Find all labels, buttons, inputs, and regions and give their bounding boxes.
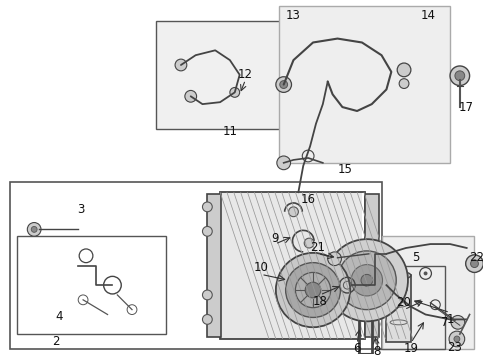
Text: 2: 2 bbox=[52, 336, 60, 348]
Circle shape bbox=[202, 226, 212, 236]
Text: 16: 16 bbox=[300, 193, 315, 206]
Circle shape bbox=[276, 156, 290, 170]
Bar bbox=[376, 266, 444, 349]
Bar bbox=[156, 21, 307, 129]
Text: 21: 21 bbox=[310, 242, 325, 255]
Text: 7: 7 bbox=[441, 316, 448, 329]
Text: 8: 8 bbox=[372, 345, 380, 358]
Text: 3: 3 bbox=[77, 203, 84, 216]
Text: 19: 19 bbox=[403, 342, 418, 355]
Text: 20: 20 bbox=[396, 296, 410, 309]
Text: 11: 11 bbox=[222, 125, 237, 138]
Text: 6: 6 bbox=[353, 342, 360, 355]
Circle shape bbox=[448, 331, 464, 347]
Circle shape bbox=[454, 71, 464, 81]
Bar bbox=[17, 236, 166, 334]
Circle shape bbox=[465, 255, 482, 273]
Circle shape bbox=[279, 81, 287, 89]
Text: 12: 12 bbox=[238, 68, 252, 81]
Text: 17: 17 bbox=[458, 100, 473, 113]
Circle shape bbox=[337, 251, 395, 310]
Text: 9: 9 bbox=[270, 232, 278, 245]
Circle shape bbox=[202, 290, 212, 300]
Bar bbox=[10, 183, 381, 349]
Text: 4: 4 bbox=[56, 310, 63, 323]
Text: 10: 10 bbox=[253, 261, 268, 274]
Circle shape bbox=[450, 315, 464, 329]
Ellipse shape bbox=[386, 271, 410, 279]
Text: 15: 15 bbox=[337, 163, 352, 176]
Text: 13: 13 bbox=[285, 9, 300, 22]
Text: 5: 5 bbox=[411, 251, 419, 264]
Circle shape bbox=[423, 271, 427, 275]
Text: 1: 1 bbox=[446, 313, 453, 326]
Circle shape bbox=[305, 282, 320, 298]
Text: 18: 18 bbox=[312, 295, 326, 308]
Circle shape bbox=[304, 238, 313, 248]
Bar bbox=[220, 192, 361, 339]
Circle shape bbox=[350, 265, 382, 296]
Text: 22: 22 bbox=[468, 251, 483, 264]
Circle shape bbox=[453, 336, 459, 342]
Circle shape bbox=[325, 239, 407, 321]
Circle shape bbox=[327, 252, 341, 266]
Circle shape bbox=[184, 90, 196, 102]
Circle shape bbox=[398, 79, 408, 89]
Circle shape bbox=[275, 77, 291, 93]
Circle shape bbox=[449, 66, 468, 86]
Bar bbox=[207, 194, 221, 337]
Bar bbox=[364, 194, 378, 337]
Bar bbox=[220, 192, 364, 339]
Circle shape bbox=[27, 222, 41, 236]
Bar bbox=[381, 236, 473, 349]
Text: 23: 23 bbox=[447, 341, 462, 354]
Circle shape bbox=[396, 63, 410, 77]
Circle shape bbox=[469, 260, 477, 267]
Circle shape bbox=[295, 273, 330, 308]
Text: 14: 14 bbox=[420, 9, 435, 22]
Bar bbox=[278, 6, 449, 163]
Circle shape bbox=[202, 202, 212, 212]
Circle shape bbox=[31, 226, 37, 232]
Circle shape bbox=[275, 253, 349, 327]
Circle shape bbox=[202, 315, 212, 324]
Bar bbox=[386, 275, 410, 342]
Circle shape bbox=[288, 207, 298, 217]
Circle shape bbox=[175, 59, 186, 71]
Circle shape bbox=[285, 263, 340, 318]
Circle shape bbox=[360, 274, 372, 286]
Circle shape bbox=[229, 87, 239, 97]
